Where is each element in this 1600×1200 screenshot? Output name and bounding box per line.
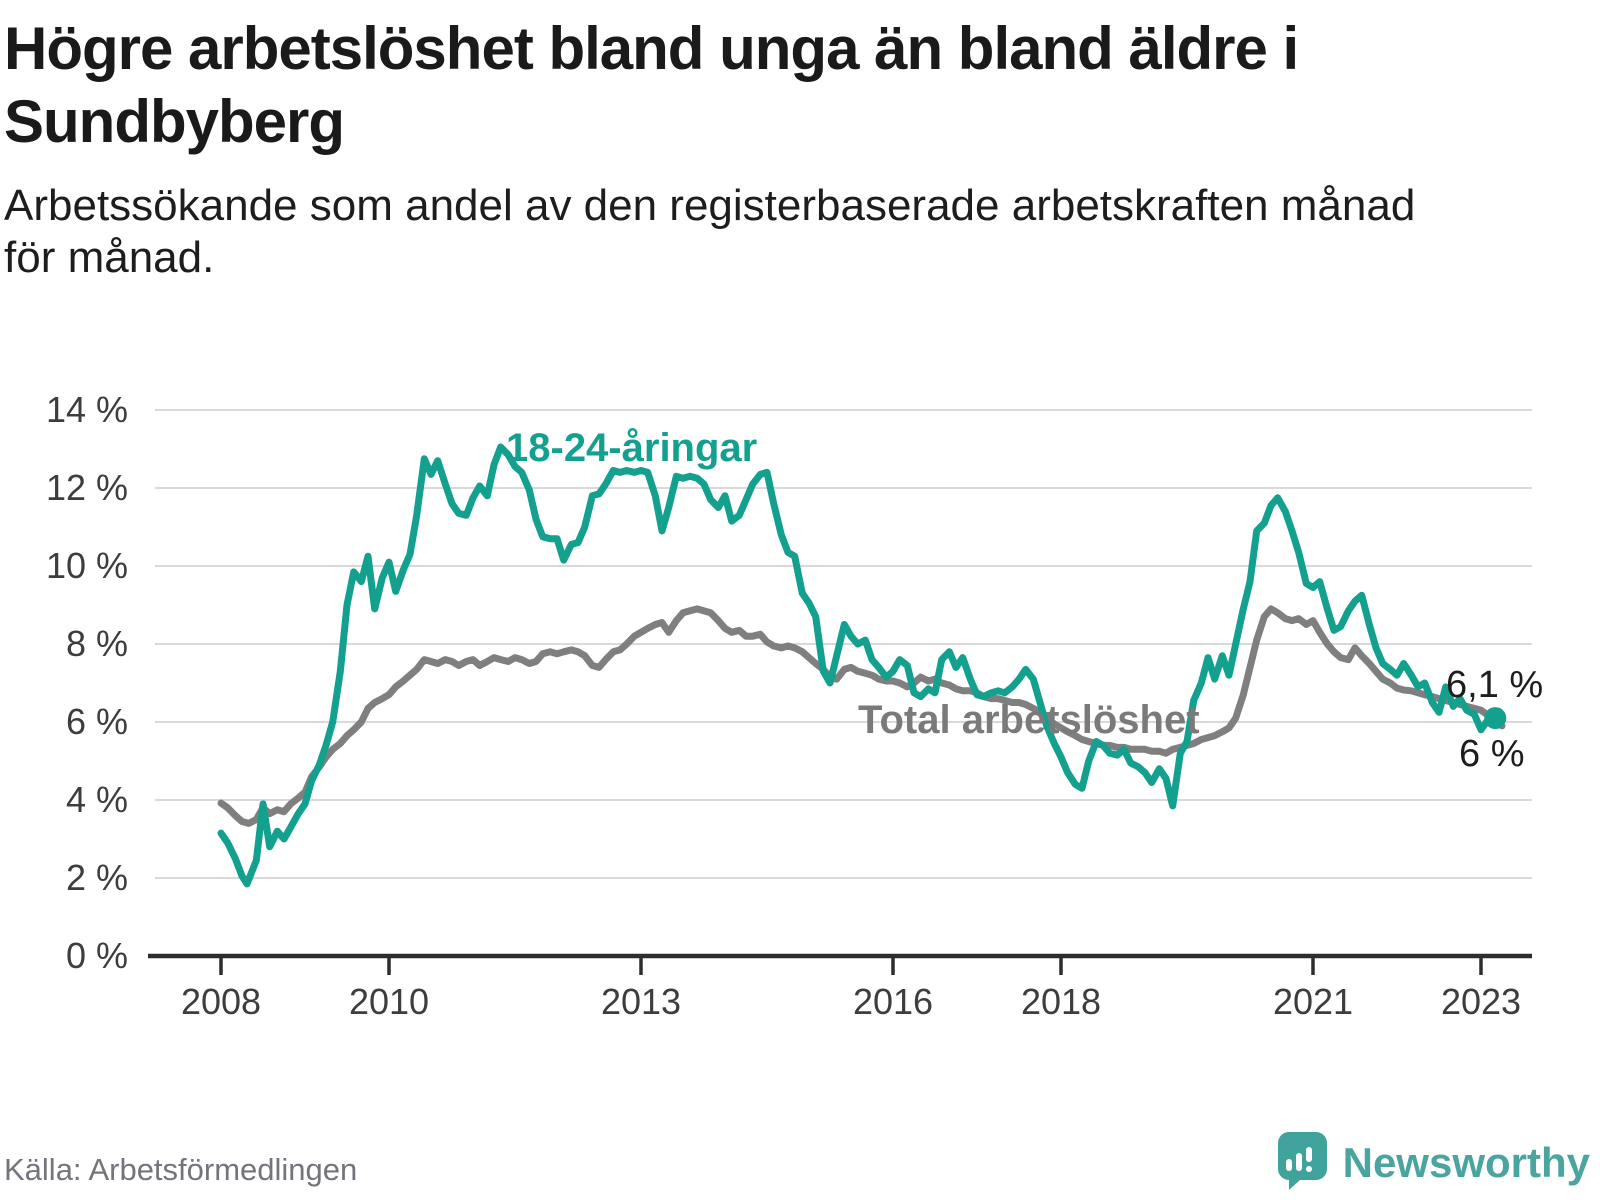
y-tick-label-14: 14 % — [46, 389, 128, 430]
gridlines: 0 % 2 % 4 % 6 % 8 % 10 % 12 % 14 % — [46, 389, 1532, 976]
series-label-18-24-aringar: 18-24-åringar — [506, 426, 757, 470]
series-line-18-24-åringar — [217, 443, 1499, 888]
x-tick-label-2010: 2010 — [349, 981, 429, 1022]
x-tick-label-2013: 2013 — [601, 981, 681, 1022]
x-tick-label-2008: 2008 — [181, 981, 261, 1022]
series-label-total-arbetsloshet: Total arbetslöshet — [858, 698, 1200, 742]
y-tick-label-10: 10 % — [46, 545, 128, 586]
page-title-line-2: Sundbyberg — [4, 88, 345, 155]
y-tick-label-8: 8 % — [66, 623, 128, 664]
chart-header: Högre arbetslöshet bland unga än bland ä… — [4, 12, 1600, 284]
x-axis: 2008 2010 2013 2016 2018 2021 2023 — [148, 953, 1532, 1022]
newsworthy-branding: Newsworthy — [1275, 1130, 1590, 1195]
series-end-dot-18-24-åringar — [1484, 707, 1507, 730]
y-tick-label-12: 12 % — [46, 467, 128, 508]
source-caption: Källa: Arbetsförmedlingen — [4, 1152, 358, 1187]
y-tick-label-6: 6 % — [66, 701, 128, 742]
newsworthy-logo-icon — [1275, 1130, 1329, 1195]
chart-subtitle: Arbetssökande som andel av den registerb… — [4, 180, 1600, 284]
x-tick-label-2021: 2021 — [1273, 981, 1353, 1022]
data-series — [217, 443, 1507, 888]
y-tick-label-4: 4 % — [66, 779, 128, 820]
series-line-Total arbetslöshet — [217, 605, 1506, 827]
end-value-label-total: 6 % — [1459, 733, 1524, 775]
y-tick-label-0: 0 % — [66, 935, 128, 976]
y-tick-label-2: 2 % — [66, 857, 128, 898]
end-value-label-young: 6,1 % — [1446, 664, 1543, 706]
newsworthy-wordmark: Newsworthy — [1342, 1138, 1590, 1186]
chart-subtitle-line-1: Arbetssökande som andel av den registerb… — [4, 181, 1416, 230]
x-tick-label-2023: 2023 — [1441, 981, 1521, 1022]
page-title-line-1: Högre arbetslöshet bland unga än bland ä… — [4, 15, 1299, 82]
chart-subtitle-line-2: för månad. — [4, 233, 215, 282]
x-tick-label-2016: 2016 — [853, 981, 933, 1022]
x-tick-label-2018: 2018 — [1021, 981, 1101, 1022]
